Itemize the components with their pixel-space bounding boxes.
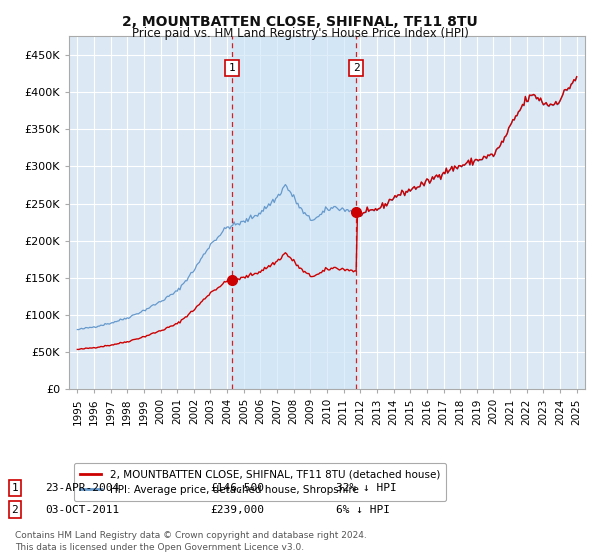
- Text: 1: 1: [11, 483, 19, 493]
- Text: Price paid vs. HM Land Registry's House Price Index (HPI): Price paid vs. HM Land Registry's House …: [131, 27, 469, 40]
- Text: 03-OCT-2011: 03-OCT-2011: [45, 505, 119, 515]
- Text: 32% ↓ HPI: 32% ↓ HPI: [336, 483, 397, 493]
- Text: 2: 2: [353, 63, 359, 73]
- Text: 2: 2: [11, 505, 19, 515]
- Legend: 2, MOUNTBATTEN CLOSE, SHIFNAL, TF11 8TU (detached house), HPI: Average price, de: 2, MOUNTBATTEN CLOSE, SHIFNAL, TF11 8TU …: [74, 463, 446, 501]
- Text: 1: 1: [229, 63, 235, 73]
- Text: 23-APR-2004: 23-APR-2004: [45, 483, 119, 493]
- Text: £239,000: £239,000: [210, 505, 264, 515]
- Text: £146,500: £146,500: [210, 483, 264, 493]
- Bar: [232, 36, 356, 389]
- Text: 6% ↓ HPI: 6% ↓ HPI: [336, 505, 390, 515]
- Text: Contains HM Land Registry data © Crown copyright and database right 2024.
This d: Contains HM Land Registry data © Crown c…: [15, 531, 367, 552]
- Text: 2, MOUNTBATTEN CLOSE, SHIFNAL, TF11 8TU: 2, MOUNTBATTEN CLOSE, SHIFNAL, TF11 8TU: [122, 15, 478, 29]
